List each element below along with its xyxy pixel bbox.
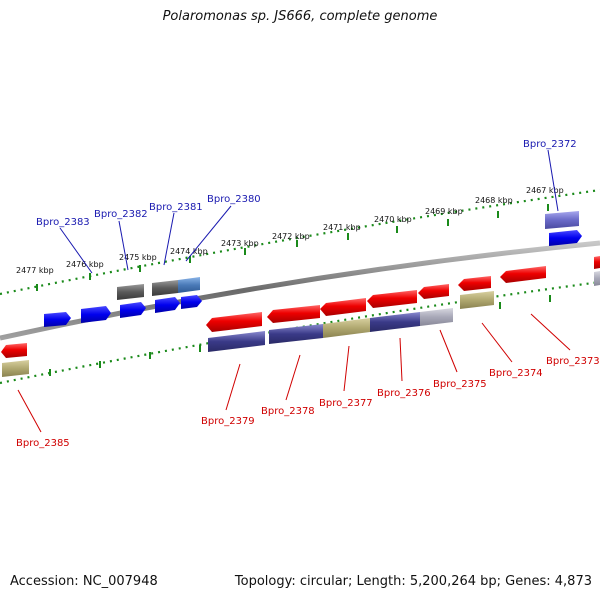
- callouts-bottom: [17, 313, 571, 433]
- label-bpro-2385[interactable]: Bpro_2385: [16, 438, 70, 449]
- gene-arrow-reverse[interactable]: [594, 256, 600, 269]
- gene-arrow-reverse[interactable]: [594, 271, 600, 286]
- gene-arrow-reverse[interactable]: [1, 343, 27, 358]
- genome-backbone: [0, 240, 600, 341]
- label-bpro-2382[interactable]: Bpro_2382: [94, 209, 148, 220]
- gene-bpro-2382[interactable]: [117, 284, 144, 300]
- major-ticks-top: [36, 204, 549, 291]
- scale-line-bottom: [0, 280, 600, 385]
- gene-arrow-reverse[interactable]: [418, 284, 449, 299]
- gene-arrow-reverse[interactable]: [320, 298, 366, 316]
- gene-bpro-2374[interactable]: [460, 291, 494, 309]
- label-bpro-2381[interactable]: Bpro_2381: [149, 202, 203, 213]
- gene-bpro-2379[interactable]: [208, 331, 265, 352]
- scale-label-2476: 2476 kbp: [66, 260, 104, 269]
- scale-label-2474: 2474 kbp: [170, 247, 208, 256]
- scale-label-2473: 2473 kbp: [221, 239, 259, 248]
- gene-bpro-2375[interactable]: [420, 308, 453, 326]
- label-bpro-2378[interactable]: Bpro_2378: [261, 406, 315, 417]
- gene-arrow-forward[interactable]: [44, 312, 71, 327]
- gene-bpro-2377[interactable]: [323, 318, 370, 338]
- accession-text: Accession: NC_007948: [10, 574, 158, 589]
- scale-line-top: [0, 188, 600, 296]
- label-bpro-2375[interactable]: Bpro_2375: [433, 379, 487, 390]
- gene-arrow-forward[interactable]: [120, 302, 146, 318]
- gene-arrow-forward[interactable]: [549, 230, 582, 246]
- label-bpro-2374[interactable]: Bpro_2374: [489, 368, 543, 379]
- scale-label-2471: 2471 kbp: [323, 223, 361, 232]
- gene-bpro-2385[interactable]: [2, 360, 29, 377]
- scale-label-2469: 2469 kbp: [425, 207, 463, 216]
- gene-bpro-2372[interactable]: [545, 211, 579, 229]
- gene-bpro-2378[interactable]: [269, 324, 323, 344]
- gene-bpro-2381[interactable]: [152, 280, 178, 296]
- scale-label-2472: 2472 kbp: [272, 232, 310, 241]
- callouts-top: [59, 149, 559, 274]
- gene-arrow-reverse[interactable]: [500, 266, 546, 283]
- gene-arrow-forward[interactable]: [81, 306, 111, 323]
- scale-label-2467: 2467 kbp: [526, 186, 564, 195]
- gene-arrow-reverse[interactable]: [458, 276, 491, 291]
- label-bpro-2380[interactable]: Bpro_2380: [207, 194, 261, 205]
- scale-label-2477: 2477 kbp: [16, 266, 54, 275]
- label-bpro-2383[interactable]: Bpro_2383: [36, 217, 90, 228]
- label-bpro-2372[interactable]: Bpro_2372: [523, 139, 577, 150]
- gene-arrow-reverse[interactable]: [267, 305, 320, 323]
- label-bpro-2373[interactable]: Bpro_2373: [546, 356, 600, 367]
- label-bpro-2376[interactable]: Bpro_2376: [377, 388, 431, 399]
- gene-arrow-forward[interactable]: [155, 297, 180, 313]
- gene-arrow-forward[interactable]: [181, 295, 202, 309]
- gene-bpro-2380[interactable]: [178, 277, 200, 293]
- scale-label-2475: 2475 kbp: [119, 253, 157, 262]
- gene-arrow-reverse[interactable]: [367, 290, 417, 308]
- gene-bpro-2376[interactable]: [370, 312, 420, 332]
- label-bpro-2377[interactable]: Bpro_2377: [319, 398, 373, 409]
- label-bpro-2379[interactable]: Bpro_2379: [201, 416, 255, 427]
- map-title: Polaromonas sp. JS666, complete genome: [162, 9, 438, 24]
- scale-label-2470: 2470 kbp: [374, 215, 412, 224]
- topology-text: Topology: circular; Length: 5,200,264 bp…: [234, 574, 592, 589]
- gene-arrow-reverse[interactable]: [206, 312, 262, 332]
- scale-label-2468: 2468 kbp: [475, 196, 513, 205]
